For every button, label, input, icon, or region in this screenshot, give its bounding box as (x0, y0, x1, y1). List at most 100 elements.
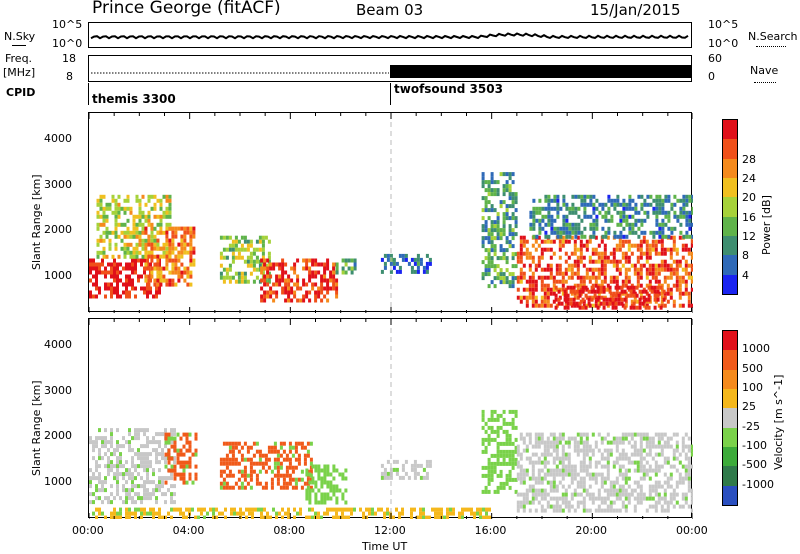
velocity-panel (88, 318, 693, 519)
echo-region (164, 432, 198, 485)
nsky-tick-bottom: 10^0 (52, 37, 83, 50)
velocity-y-tick: 3000 (44, 383, 72, 397)
velocity-colorbar-title: Velocity [m s^-1] (772, 374, 785, 470)
velocity-colorbar-tick: -1000 (742, 477, 774, 491)
nsky-line-key (12, 45, 26, 46)
x-tick-label: 08:00 (273, 524, 306, 537)
velocity-y-tick: 4000 (44, 338, 72, 352)
power-ylabel: Slant Range [km] (30, 174, 43, 270)
power-y-tick: 1000 (44, 268, 72, 282)
velocity-colorbar-tick: 25 (742, 400, 756, 414)
echo-region (554, 285, 666, 310)
power-colorbar-tick: 28 (742, 152, 756, 166)
velocity-y-tick: 2000 (44, 429, 72, 443)
echo-region (144, 226, 196, 287)
velocity-colorbar-tick: -100 (742, 439, 767, 452)
echo-region (89, 428, 176, 505)
power-colorbar-segment (723, 216, 737, 237)
velocity-colorbar-segment (723, 331, 737, 351)
x-tick-label: 20:00 (575, 524, 608, 537)
velocity-colorbar-tick: 100 (742, 381, 763, 394)
nsky-panel (88, 22, 692, 48)
freq-trace (91, 65, 691, 78)
x-tick-label: 04:00 (172, 524, 205, 537)
echo-region (335, 258, 357, 275)
velocity-colorbar-tick: 500 (742, 361, 763, 375)
echo-region (260, 258, 339, 303)
power-colorbar-tick: 8 (742, 249, 749, 263)
nave-label: Nave (750, 64, 779, 77)
cpid-mode-1: themis 3300 (92, 92, 176, 106)
echo-region (380, 253, 432, 274)
velocity-colorbar-segment (723, 369, 737, 390)
freq-tick-top: 18 (62, 52, 76, 65)
echo-region (92, 507, 491, 519)
velocity-colorbar-segment (723, 408, 737, 429)
x-tick-label: 00:00 (72, 524, 104, 537)
velocity-colorbar-tick: -25 (742, 419, 760, 433)
freq-label: Freq. (5, 52, 33, 65)
cpid-divider-start (88, 83, 89, 105)
nsearch-tick-top: 10^5 (708, 18, 739, 31)
power-colorbar-segment (723, 120, 737, 140)
power-heatmap (89, 113, 693, 313)
power-colorbar-segment (723, 197, 737, 218)
power-colorbar-segment (723, 139, 737, 160)
power-colorbar-segment (723, 274, 737, 295)
velocity-colorbar-segment (723, 466, 737, 487)
power-y-tick: 4000 (44, 132, 72, 146)
power-colorbar-segment (723, 236, 737, 256)
velocity-colorbar-segment (723, 389, 737, 409)
nsky-tick-top: 10^5 (52, 18, 83, 31)
echo-region (481, 172, 518, 289)
echo-region (305, 464, 348, 505)
power-colorbar-tick: 4 (742, 268, 749, 282)
velocity-colorbar-tick: 1000 (742, 342, 770, 356)
velocity-colorbar-segment (723, 485, 737, 506)
date-label: 15/Jan/2015 (590, 1, 681, 19)
x-tick-label: 12:00 (374, 524, 406, 537)
velocity-y-tick: 1000 (44, 474, 72, 488)
freq-panel (88, 55, 692, 82)
echo-region (481, 409, 518, 494)
power-colorbar-tick: 24 (742, 172, 756, 185)
freq-unit: [MHz] (3, 66, 36, 79)
cpid-mode-2: twofsound 3503 (394, 82, 503, 96)
nsky-trace (90, 32, 689, 40)
velocity-colorbar-segment (723, 350, 737, 371)
nave-tick-bottom: 0 (708, 70, 715, 83)
velocity-colorbar-segment (723, 447, 737, 467)
freq-tick-bottom: 8 (66, 70, 73, 83)
beam-label: Beam 03 (356, 1, 424, 19)
echo-region (219, 441, 313, 490)
power-colorbar-segment (723, 178, 737, 198)
cpid-label: CPID (6, 86, 36, 99)
cpid-divider-mid (390, 83, 391, 105)
echo-region (380, 459, 432, 480)
echo-region (529, 194, 693, 239)
power-y-tick: 2000 (44, 223, 72, 237)
nave-line-key (754, 82, 776, 83)
x-axis-title: Time UT (362, 540, 408, 553)
nave-tick-top: 60 (708, 52, 722, 65)
echo-region (516, 432, 693, 513)
velocity-colorbar (722, 330, 738, 506)
power-y-tick: 3000 (44, 177, 72, 191)
power-colorbar-tick: 16 (742, 210, 756, 224)
velocity-heatmap (89, 319, 693, 519)
velocity-colorbar-tick: -500 (742, 458, 767, 472)
x-tick-label: 16:00 (474, 524, 507, 537)
power-colorbar (722, 119, 738, 295)
power-colorbar-title: Power [dB] (760, 195, 773, 255)
nsearch-line-key (756, 46, 786, 47)
velocity-ylabel: Slant Range [km] (30, 380, 43, 476)
nsky-label: N.Sky (4, 30, 36, 43)
echo-region (516, 235, 693, 308)
power-colorbar-segment (723, 255, 737, 276)
power-colorbar-segment (723, 158, 737, 179)
x-tick-label: 00:00 (676, 524, 708, 537)
power-colorbar-tick: 12 (742, 230, 756, 243)
nsearch-tick-bottom: 10^0 (708, 37, 739, 50)
nsearch-label: N.Search (748, 30, 798, 43)
power-panel (88, 112, 693, 313)
